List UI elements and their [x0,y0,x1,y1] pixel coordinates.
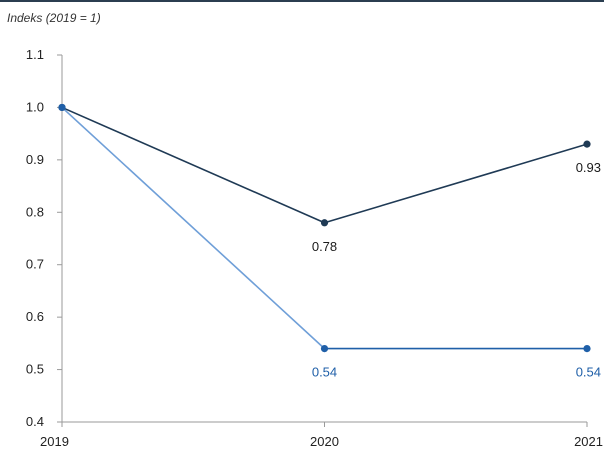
series-2-data-label: 0.54 [312,365,337,380]
series-1-point [320,219,329,227]
y-tick-label: 1.0 [26,99,44,114]
y-tick-label: 0.4 [26,414,44,429]
series-2-point [583,345,591,353]
y-tick-label: 0.6 [26,309,44,324]
series-2-data-label: 0.54 [576,365,601,380]
x-tick-label: 2019 [40,434,69,449]
y-tick-label: 1.1 [26,47,44,62]
y-tick-label: 0.9 [26,152,44,167]
series-2-point [320,345,329,353]
x-tick-label: 2021 [574,434,603,449]
series-1-line-segment [61,106,325,224]
series-1-data-label: 0.78 [312,239,337,254]
series-2-line-segment [61,106,326,350]
y-tick-label: 0.8 [26,204,44,219]
x-tick-label: 2020 [310,434,339,449]
series-1-line-segment [324,143,588,224]
series-2-point [58,103,66,112]
top-rule [0,0,604,2]
series-1-data-label: 0.93 [576,160,601,175]
y-tick-label: 0.5 [26,362,44,377]
series-1-point [583,140,591,148]
y-axis-label: Indeks (2019 = 1) [7,11,101,25]
y-tick-label: 0.7 [26,257,44,272]
